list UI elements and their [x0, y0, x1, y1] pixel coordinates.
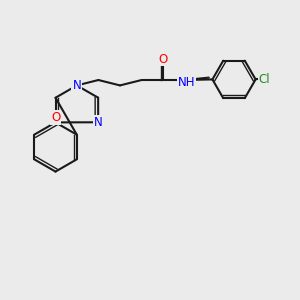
Text: O: O: [51, 111, 60, 124]
Text: NH: NH: [178, 76, 195, 88]
Text: Cl: Cl: [259, 73, 270, 86]
Text: N: N: [72, 79, 81, 92]
Text: N: N: [94, 116, 103, 129]
Text: O: O: [159, 52, 168, 65]
